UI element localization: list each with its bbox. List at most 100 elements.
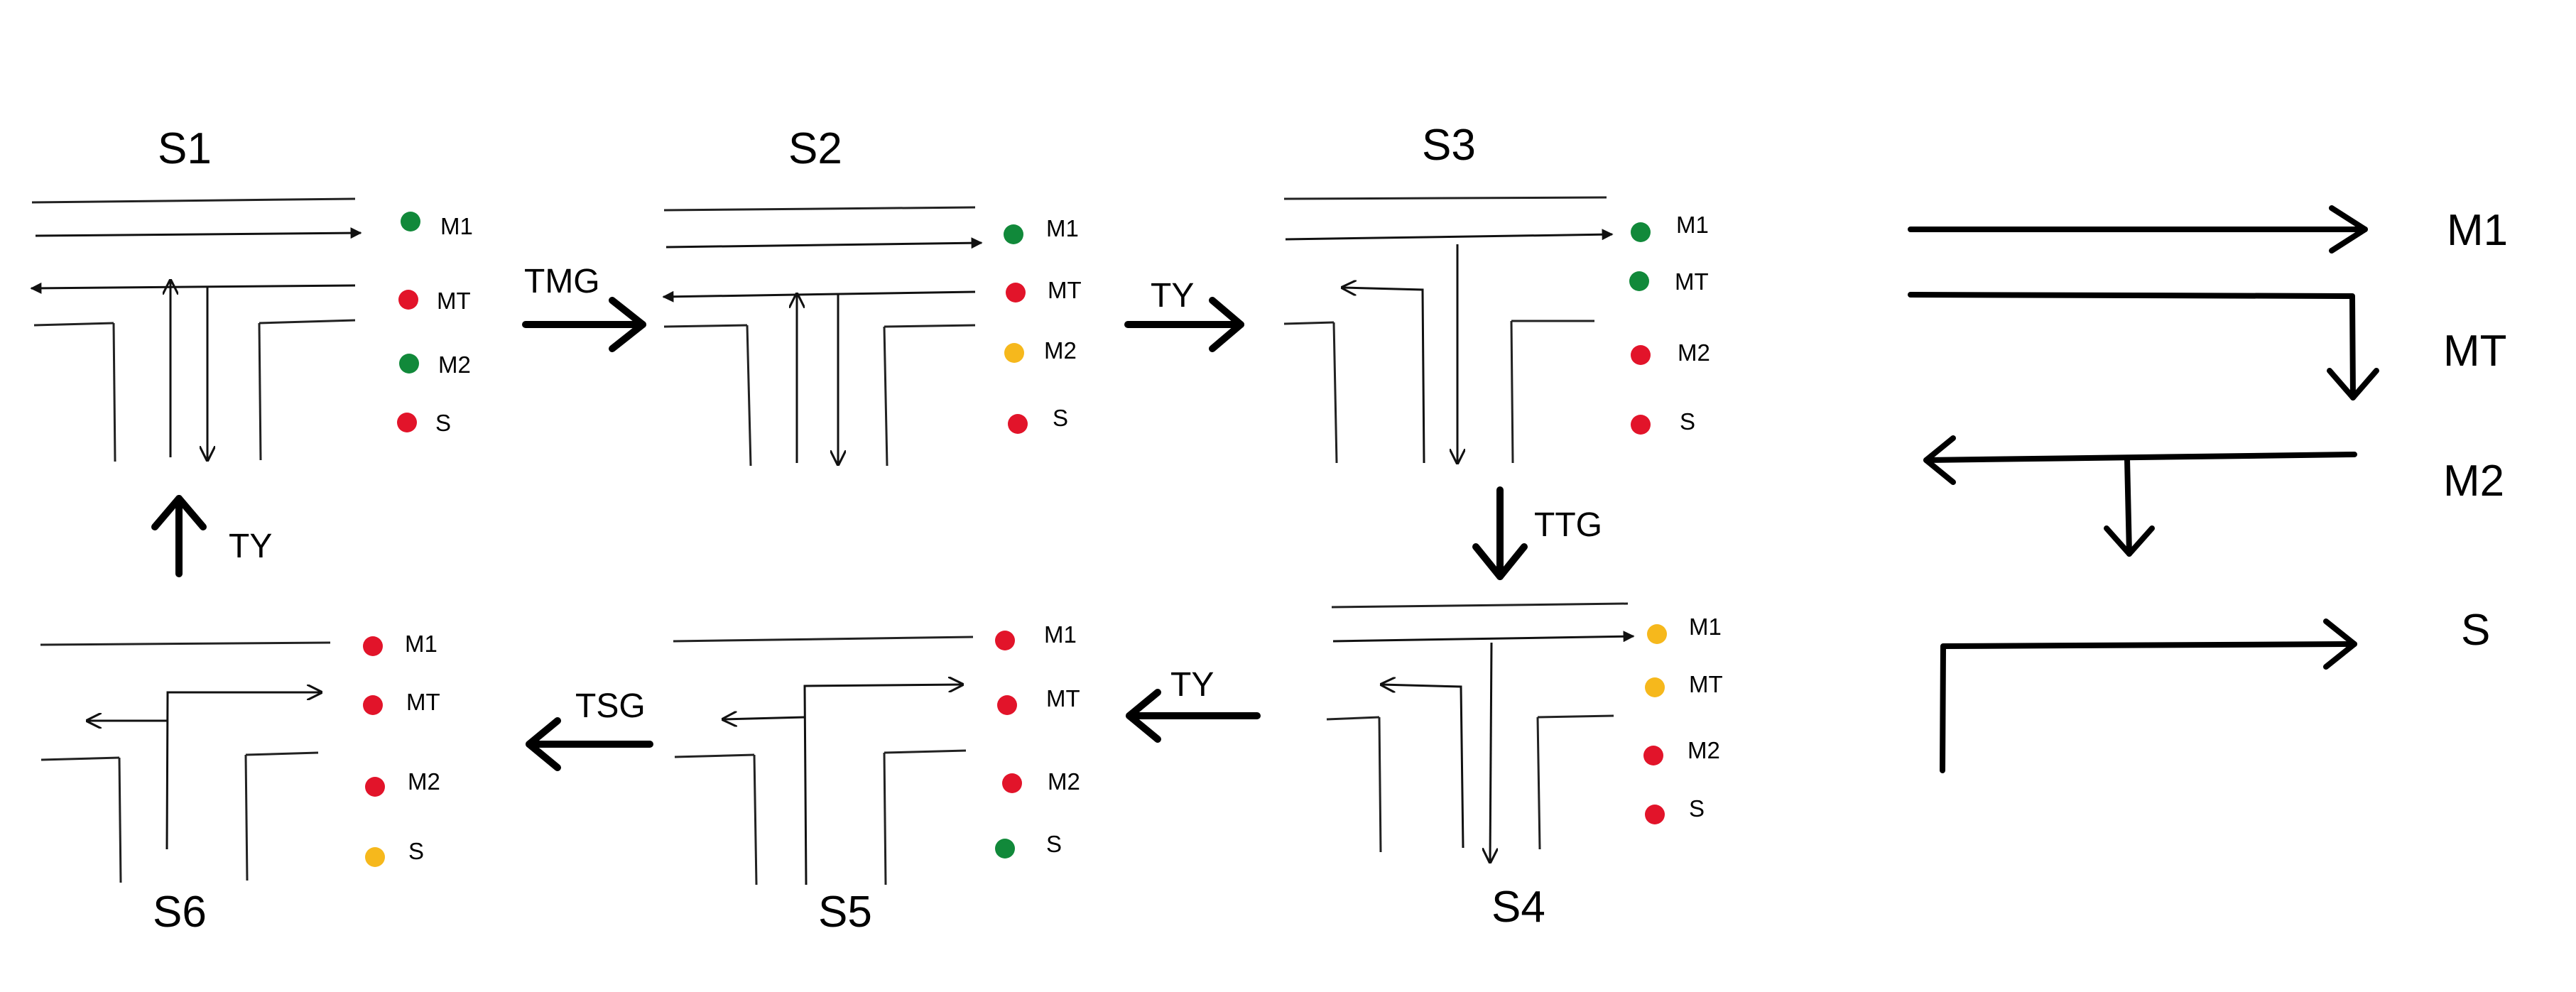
intersection-s5: [673, 636, 974, 885]
signal-m2-s3: [1631, 345, 1651, 365]
signal-s-s5: [995, 839, 1015, 859]
transition-label-ty-1: TY: [1151, 277, 1194, 315]
state-s4: S4 M1 MT M2 S: [1326, 602, 1723, 932]
signal-m1-s1: [401, 212, 420, 231]
signal-s-s2: [1008, 414, 1028, 434]
signal-s-s3: [1631, 415, 1651, 435]
legend-mt: MT: [1908, 292, 2507, 400]
state-title-s5: S5: [818, 888, 872, 937]
signal-label-m1-s6: M1: [405, 631, 438, 657]
legend-m1: M1: [1908, 205, 2508, 255]
legend-label-s: S: [2461, 606, 2490, 655]
signal-mt-s1: [398, 290, 418, 310]
signal-label-mt-s1: MT: [437, 288, 471, 314]
signal-label-s-s5: S: [1046, 831, 1062, 857]
state-title-s1: S1: [158, 124, 212, 173]
transition-s4-s5: TY: [1126, 666, 1261, 743]
flow-mt-s3: [1342, 288, 1425, 464]
signal-label-mt-s5: MT: [1046, 685, 1080, 712]
signal-m1-s5: [995, 631, 1015, 650]
signal-label-m2-s3: M2: [1678, 339, 1710, 366]
signal-label-m2-s1: M2: [438, 351, 471, 378]
signal-s-s1: [397, 413, 417, 432]
signal-label-s-s6: S: [408, 838, 424, 864]
signal-label-s-s4: S: [1689, 795, 1705, 822]
intersection-s4: [1326, 602, 1635, 862]
intersection-s6: [40, 641, 331, 883]
flow-m2-s2: [662, 290, 976, 302]
signal-label-m1-s2: M1: [1046, 215, 1079, 241]
signal-label-s-s1: S: [435, 410, 451, 436]
flow-m1-s4: [1332, 631, 1635, 643]
legend-label-m2: M2: [2443, 457, 2504, 506]
state-title-s4: S4: [1491, 883, 1545, 932]
transition-s6-s1: TY: [151, 495, 272, 577]
transition-label-tsg: TSG: [575, 687, 646, 725]
signal-label-m2-s5: M2: [1048, 768, 1080, 795]
signal-label-mt-s2: MT: [1048, 277, 1082, 303]
signal-label-m2-s6: M2: [408, 768, 440, 795]
flow-s-right-s6: [165, 692, 321, 850]
state-s3: S3 M1 MT M2 S: [1283, 121, 1710, 464]
intersection-s1: [30, 197, 362, 462]
intersection-s2: [662, 206, 983, 466]
transition-label-ty-2: TY: [1170, 666, 1214, 704]
state-title-s3: S3: [1422, 121, 1476, 170]
signal-m1-s4: [1647, 624, 1667, 644]
signal-mt-s4: [1645, 677, 1665, 697]
signal-m2-s4: [1643, 746, 1663, 765]
state-title-s6: S6: [153, 888, 207, 937]
flow-m2-s1: [30, 282, 356, 294]
signal-m2-s6: [365, 777, 385, 797]
signal-m1-s6: [363, 636, 383, 656]
signal-mt-s5: [997, 695, 1017, 715]
transition-s2-s3: TY: [1124, 277, 1244, 352]
signal-m2-s1: [399, 354, 419, 374]
signal-mt-s6: [363, 695, 383, 715]
state-title-s2: S2: [788, 124, 842, 173]
flow-m1-s2: [665, 237, 983, 249]
signal-m2-s2: [1004, 343, 1024, 363]
signal-label-m1-s5: M1: [1044, 621, 1077, 648]
intersection-s3: [1283, 196, 1614, 464]
signal-label-m1-s1: M1: [440, 213, 473, 239]
transition-label-ttg: TTG: [1534, 506, 1602, 544]
signal-mt-s3: [1629, 271, 1649, 291]
flow-mt-s4: [1381, 685, 1464, 849]
signal-m1-s3: [1631, 222, 1651, 242]
signal-label-mt-s3: MT: [1675, 268, 1709, 295]
signal-label-s-s3: S: [1680, 408, 1695, 435]
transition-label-tmg: TMG: [524, 263, 600, 300]
state-s1: S1 M1 MT M2 S: [30, 124, 473, 462]
signal-m1-s2: [1004, 224, 1023, 244]
signal-label-s-s2: S: [1053, 405, 1068, 431]
legend-m2: M2: [1923, 435, 2504, 557]
state-s6: S6 M1 MT M2 S: [40, 631, 440, 937]
signal-label-m1-s4: M1: [1689, 614, 1722, 640]
signal-label-m2-s2: M2: [1044, 337, 1077, 364]
transition-s1-s2: TMG: [522, 263, 646, 352]
state-s2: S2 M1 MT M2 S: [662, 124, 1082, 466]
signal-label-mt-s4: MT: [1689, 671, 1723, 697]
legend-label-mt: MT: [2443, 327, 2507, 376]
flow-m1-s1: [35, 227, 362, 239]
transition-s3-s4: TTG: [1472, 486, 1602, 580]
transition-label-ty-3: TY: [229, 528, 272, 565]
signal-s-s6: [365, 847, 385, 867]
legend-s: S: [1940, 606, 2490, 773]
signal-label-mt-s6: MT: [406, 689, 440, 715]
transition-s5-s6: TSG: [526, 687, 653, 771]
flow-mt-through-s4: [1490, 642, 1491, 862]
signal-label-m1-s3: M1: [1676, 212, 1709, 238]
signal-mt-s2: [1006, 283, 1026, 302]
legend: M1 MT M2 S: [1908, 205, 2508, 773]
signal-label-m2-s4: M2: [1688, 737, 1720, 763]
state-s5: S5 M1 MT M2 S: [673, 621, 1080, 937]
flow-m1-s3: [1285, 229, 1614, 241]
flow-s-left-s5: [723, 717, 805, 719]
signal-s-s4: [1645, 805, 1665, 824]
legend-label-m1: M1: [2447, 206, 2508, 255]
signal-m2-s5: [1002, 773, 1022, 793]
flow-s-right-s5: [803, 685, 962, 885]
